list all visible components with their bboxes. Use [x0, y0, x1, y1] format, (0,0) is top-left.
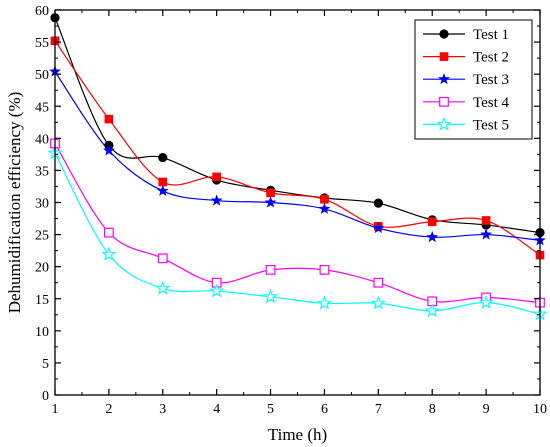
data-point-test-5	[317, 295, 332, 310]
legend-marker-test-5	[436, 116, 452, 131]
data-point-test-1	[373, 198, 383, 208]
legend-marker-test-4	[439, 96, 449, 107]
data-point-test-3	[426, 230, 439, 243]
data-point-test-3	[264, 196, 277, 208]
x-tick-label: 9	[483, 402, 490, 417]
data-point-test-5	[370, 295, 386, 310]
series-lines	[54, 17, 541, 315]
x-tick-label: 5	[267, 402, 274, 417]
legend-label-test-3: Test 3	[473, 72, 509, 88]
legend: Test 1 Test 2 Test 3 Test 4 Test 5	[414, 19, 533, 140]
data-point-test-3	[102, 144, 115, 156]
y-tick-label: 40	[35, 132, 49, 147]
data-point-test-3	[156, 184, 169, 196]
series-line-test-4	[54, 143, 541, 304]
data-point-test-2	[212, 172, 221, 182]
x-tick-label: 7	[375, 402, 382, 417]
y-tick-label: 15	[35, 293, 49, 308]
data-point-test-5	[209, 283, 225, 298]
y-axis-title: Dehumidification efficiency (%)	[5, 92, 24, 314]
series-line-test-5	[54, 152, 541, 315]
data-point-test-4	[373, 277, 384, 288]
y-tick-label: 0	[42, 389, 49, 404]
data-point-test-4	[265, 264, 276, 275]
data-point-test-5	[478, 294, 494, 309]
data-point-test-2	[320, 194, 329, 204]
y-tick-label: 5	[42, 357, 49, 372]
data-point-test-2	[104, 114, 114, 124]
y-tick-label: 10	[35, 325, 49, 340]
y-tick-label: 30	[35, 197, 49, 212]
data-point-test-4	[319, 264, 330, 275]
data-point-test-3	[372, 221, 385, 234]
y-tick-label: 55	[35, 36, 49, 51]
data-point-test-4	[157, 253, 168, 264]
data-point-test-5	[263, 289, 278, 304]
legend-label-test-5: Test 5	[473, 117, 509, 133]
legend-label-test-4: Test 4	[473, 95, 510, 111]
x-axis-title: Time (h)	[268, 425, 327, 444]
data-point-test-3	[318, 202, 331, 214]
x-tick-label: 3	[159, 402, 166, 417]
x-tick-label: 10	[533, 402, 547, 417]
series-line-test-2	[54, 40, 541, 256]
series-line-test-1	[54, 17, 541, 234]
y-tick-label: 25	[35, 229, 49, 244]
x-tick-label: 2	[105, 402, 112, 417]
data-point-test-2	[266, 188, 275, 198]
x-tick-label: 6	[321, 402, 328, 417]
data-point-test-3	[480, 228, 493, 240]
legend-label-test-2: Test 2	[473, 50, 509, 66]
x-tick-label: 8	[429, 402, 436, 417]
y-tick-label: 35	[35, 164, 49, 179]
data-point-test-2	[158, 177, 168, 187]
legend-marker-test-2	[439, 52, 449, 61]
y-tick-label: 50	[35, 68, 49, 83]
y-tick-label: 20	[35, 261, 49, 276]
data-point-test-1	[158, 152, 168, 163]
legend-box	[414, 19, 533, 140]
y-tick-label: 45	[35, 100, 49, 115]
data-point-test-5	[155, 280, 171, 295]
data-point-test-2	[481, 216, 491, 225]
x-tick-label: 4	[213, 402, 220, 417]
data-point-test-5	[101, 246, 117, 261]
data-point-test-4	[103, 227, 114, 238]
series-line-test-3	[54, 71, 541, 241]
axis-ticks	[54, 9, 541, 396]
y-tick-label: 60	[35, 4, 49, 19]
legend-marker-test-1	[439, 29, 449, 39]
data-point-test-2	[427, 217, 437, 227]
x-tick-label: 1	[52, 402, 59, 417]
data-point-test-5	[424, 303, 440, 318]
legend-marker-test-3	[438, 73, 450, 85]
data-point-test-3	[210, 194, 223, 206]
legend-label-test-1: Test 1	[473, 27, 509, 43]
